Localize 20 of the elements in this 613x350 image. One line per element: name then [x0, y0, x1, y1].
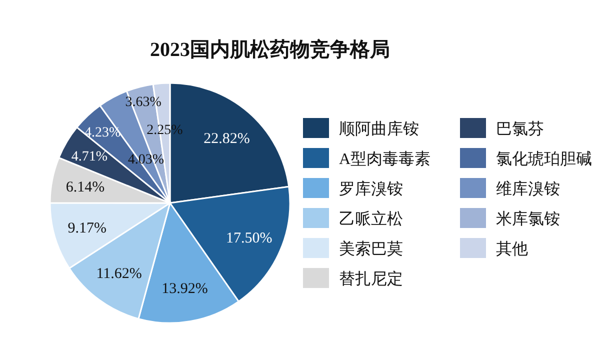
data-label: 4.71%	[71, 149, 108, 164]
data-label: 22.82%	[204, 130, 250, 147]
legend-label: 顺阿曲库铵	[339, 120, 419, 138]
data-label: 17.50%	[226, 230, 272, 247]
legend-label: 罗库溴铵	[339, 180, 403, 198]
legend-label: 维库溴铵	[496, 180, 560, 198]
legend-label: 氯化琥珀胆碱	[496, 150, 592, 168]
legend-label: 替扎尼定	[339, 270, 403, 288]
legend-label: 其他	[496, 240, 528, 258]
data-label: 11.62%	[96, 266, 142, 282]
data-label: 3.63%	[125, 94, 162, 110]
legend-label: 巴氯芬	[496, 120, 544, 138]
data-label: 13.92%	[162, 281, 208, 298]
legend-label: 乙哌立松	[339, 210, 403, 228]
data-label: 6.14%	[66, 179, 105, 196]
legend-label: 米库氯铵	[496, 210, 560, 228]
legend-label: A型肉毒毒素	[339, 150, 431, 168]
data-label: 9.17%	[68, 220, 107, 236]
chart-title: 2023国内肌松药物竞争格局	[150, 38, 390, 61]
legend-label: 美索巴莫	[339, 240, 403, 258]
